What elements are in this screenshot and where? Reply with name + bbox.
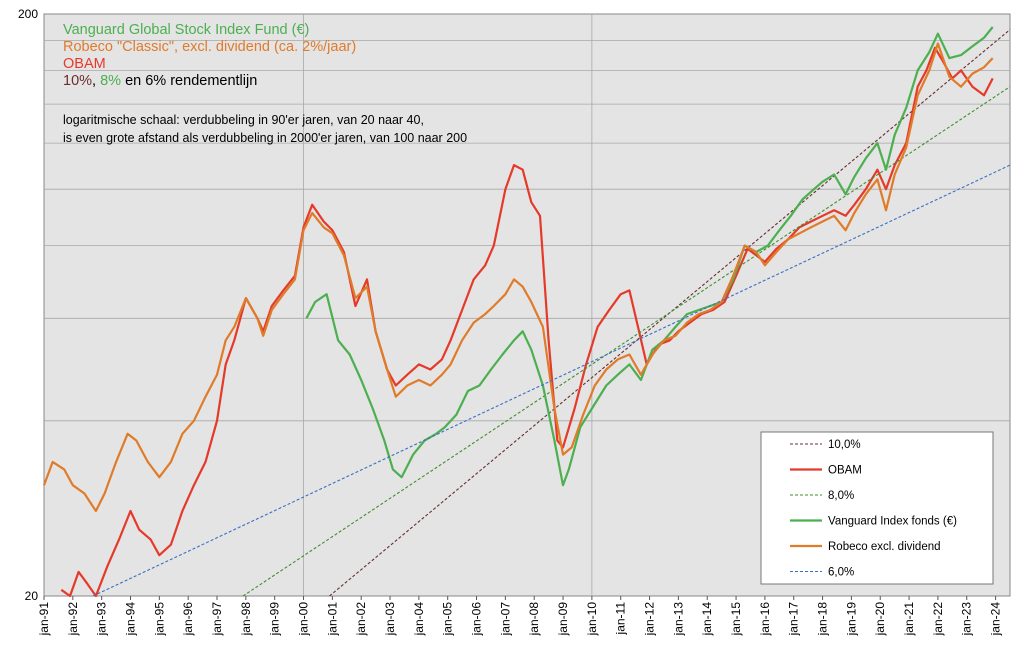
title-line-rendement: 10%, 8% en 6% rendementlijn xyxy=(63,73,257,89)
rendement-segment: 10% xyxy=(63,73,92,89)
x-tick-label: jan-18 xyxy=(816,602,830,637)
x-tick-label: jan-01 xyxy=(325,602,339,637)
x-tick-label: jan-13 xyxy=(671,602,685,637)
x-tick-label: jan-21 xyxy=(902,602,916,637)
x-tick-label: jan-24 xyxy=(989,602,1003,637)
title-line-robeco: Robeco "Classic", excl. dividend (ca. 2%… xyxy=(63,39,356,55)
title-line-obam: OBAM xyxy=(63,56,106,72)
x-tick-label: jan-02 xyxy=(354,602,368,637)
x-tick-label: jan-95 xyxy=(152,602,166,637)
legend-label: Robeco excl. dividend xyxy=(828,541,941,553)
x-axis-ticks: jan-91 jan-92 jan-93 jan-94 jan-95 jan-96 jan-… xyxy=(37,596,1003,636)
x-tick-label: jan-07 xyxy=(498,602,512,637)
x-tick-label: jan-16 xyxy=(758,602,772,637)
series-line-robeco-excl-dividend xyxy=(42,42,994,513)
legend-label: Vanguard Index fonds (€) xyxy=(828,516,957,528)
legend-label: 10,0% xyxy=(828,439,861,451)
x-tick-label: jan-19 xyxy=(844,602,858,637)
legend-label: OBAM xyxy=(828,465,862,477)
x-tick-label: jan-03 xyxy=(383,602,397,637)
x-tick-label: jan-05 xyxy=(441,602,455,637)
x-tick-label: jan-12 xyxy=(643,602,657,637)
x-tick-label: jan-10 xyxy=(585,602,599,637)
chart-title-block: Vanguard Global Stock Index Fund (€) Rob… xyxy=(63,22,467,145)
rendement-segment: 8% xyxy=(100,73,121,89)
series-line-6-0- xyxy=(92,164,1011,597)
x-tick-label: jan-11 xyxy=(614,602,628,636)
legend-label: 6,0% xyxy=(828,567,854,579)
title-line-vanguard: Vanguard Global Stock Index Fund (€) xyxy=(63,22,309,38)
x-tick-label: jan-98 xyxy=(239,602,253,637)
x-tick-label: jan-23 xyxy=(960,602,974,637)
y-axis-ticks: 200 20 xyxy=(18,7,38,603)
series-line-8-0- xyxy=(242,86,1011,597)
rendement-segment: en 6% rendementlijn xyxy=(121,73,257,89)
rendement-segment: , xyxy=(92,73,100,89)
x-tick-label: jan-99 xyxy=(268,602,282,637)
x-tick-label: jan-09 xyxy=(556,602,570,637)
x-tick-label: jan-15 xyxy=(729,602,743,637)
legend-items: 10,0% OBAM 8,0% Vanguard Index fonds (€) Rob… xyxy=(790,439,957,579)
series-line-obam xyxy=(60,46,994,598)
legend-box xyxy=(760,431,994,585)
x-tick-label: jan-06 xyxy=(470,602,484,637)
x-tick-label: jan-97 xyxy=(210,602,224,637)
x-tick-label: jan-20 xyxy=(873,602,887,637)
series-lines xyxy=(42,26,1011,598)
note-line-1: logaritmische schaal: verdubbeling in 90… xyxy=(63,113,424,127)
y-tick-label: 20 xyxy=(25,589,39,603)
legend: 10,0% OBAM 8,0% Vanguard Index fonds (€) Rob… xyxy=(760,431,994,585)
x-tick-label: jan-04 xyxy=(412,602,426,637)
x-tick-label: jan-17 xyxy=(787,602,801,637)
legend-label: 8,0% xyxy=(828,490,854,502)
grid xyxy=(44,14,1010,596)
x-tick-label: jan-93 xyxy=(95,602,109,637)
x-tick-label: jan-22 xyxy=(931,602,945,637)
y-tick-label: 200 xyxy=(18,7,38,21)
x-tick-label: jan-08 xyxy=(527,602,541,637)
x-tick-label: jan-14 xyxy=(700,602,714,637)
x-tick-label: jan-96 xyxy=(181,602,195,637)
x-tick-label: jan-92 xyxy=(66,602,80,637)
x-tick-label: jan-91 xyxy=(37,602,51,637)
x-tick-label: jan-00 xyxy=(297,602,311,637)
x-tick-label: jan-94 xyxy=(124,602,138,637)
note-line-2: is even grote afstand als verdubbeling i… xyxy=(63,131,467,145)
